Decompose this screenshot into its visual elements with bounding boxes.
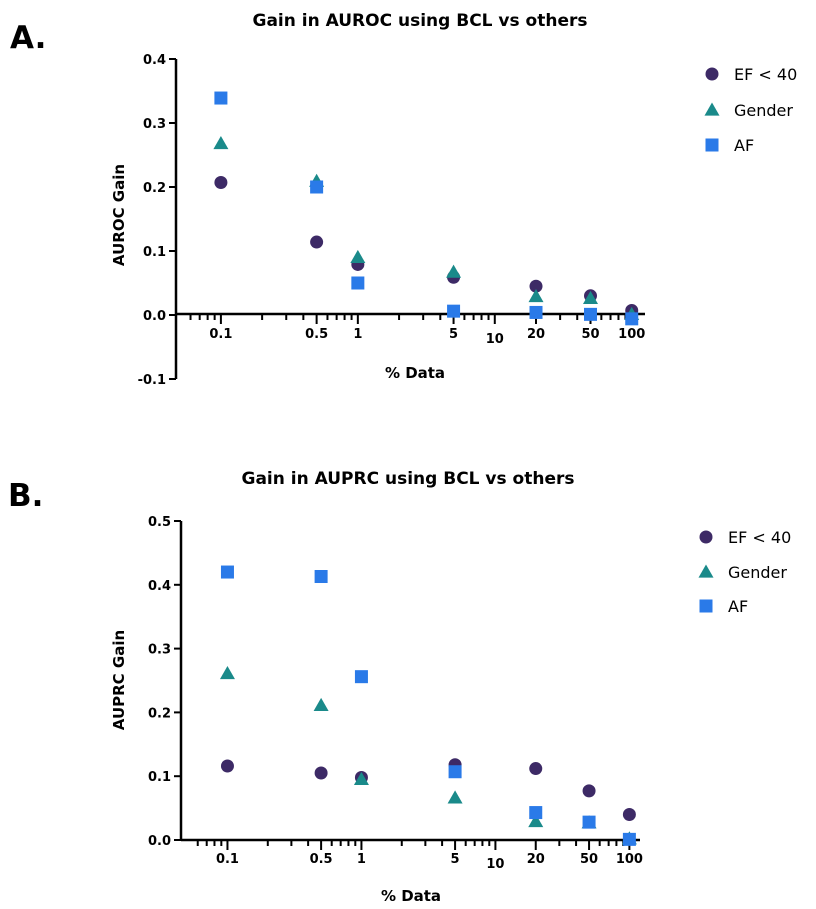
panel-a-point-gender bbox=[583, 290, 599, 304]
panel-a-point-ef-40 bbox=[310, 235, 324, 249]
panel-a-x-axis-label: % Data bbox=[385, 364, 445, 382]
panel-a-x-tick-label: 0.1 bbox=[209, 327, 232, 342]
panel-b-point-af bbox=[354, 670, 368, 684]
panel-b-y-tick-label: 0.2 bbox=[148, 706, 171, 721]
panel-a-y-ticks: -0.1 0.0 0.1 0.2 0.3 0.4 bbox=[138, 53, 176, 388]
panel-a-legend-marker-ef-40 bbox=[705, 67, 719, 81]
panel-b-legend-marker-gender bbox=[698, 564, 714, 578]
panel-a: A. Gain in AUROC using BCL vs others AUR… bbox=[10, 11, 797, 388]
panel-a-point-af bbox=[529, 305, 543, 319]
panel-b-point-gender bbox=[313, 697, 329, 712]
panel-b-y-tick-label: 0.4 bbox=[148, 579, 171, 594]
panel-b-point-ef-40 bbox=[622, 807, 636, 821]
panel-b-point-af bbox=[448, 765, 462, 779]
panel-a-x-tick-label: 20 bbox=[527, 327, 545, 342]
panel-a-point-af bbox=[447, 304, 461, 318]
panel-a-y-tick-label: 0.1 bbox=[143, 245, 166, 260]
panel-a-x-tick-label: 100 bbox=[618, 327, 645, 342]
panel-a-x-tick-label: 0.5 bbox=[305, 327, 328, 342]
panel-a-legend-label-gender: Gender bbox=[734, 101, 793, 120]
panel-a-point-gender bbox=[350, 249, 366, 264]
panel-b-y-ticks: 0.0 0.1 0.2 0.3 0.4 0.5 bbox=[148, 515, 181, 849]
panel-a-legend: EF < 40 Gender AF bbox=[704, 65, 797, 155]
panel-b-y-tick-label: 0.0 bbox=[148, 834, 171, 849]
panel-b-x-axis-label: % Data bbox=[381, 887, 441, 905]
panel-b-x-ticks: 0.1 0.5 1 5 10 20 50 100 bbox=[196, 840, 643, 872]
panel-b-y-axis-label: AUPRC Gain bbox=[110, 630, 128, 730]
panel-b-point-af bbox=[529, 806, 543, 820]
panel-a-point-ef-40 bbox=[529, 279, 543, 293]
panel-a-point-gender bbox=[446, 264, 462, 278]
panel-b-point-gender bbox=[219, 665, 235, 680]
panel-b-x-tick-label: 10 bbox=[486, 857, 504, 872]
panel-a-point-ef-40 bbox=[214, 176, 228, 190]
panel-b: B. Gain in AUPRC using BCL vs others AUP… bbox=[8, 469, 791, 905]
panel-b-axes bbox=[179, 521, 640, 842]
panel-b-legend-marker-af bbox=[699, 599, 713, 613]
panel-a-point-gender bbox=[213, 135, 229, 150]
panel-a-point-gender bbox=[528, 288, 544, 303]
panel-a-y-tick-label: 0.0 bbox=[143, 309, 166, 324]
panel-a-x-tick-label: 5 bbox=[449, 327, 458, 342]
panel-b-label: B. bbox=[8, 478, 43, 514]
panel-a-legend-label-af: AF bbox=[734, 136, 754, 155]
panel-a-y-axis-label: AUROC Gain bbox=[110, 164, 128, 266]
panel-b-point-ef-40 bbox=[529, 762, 543, 776]
panel-a-point-af bbox=[584, 307, 598, 321]
panel-a-axes bbox=[174, 59, 645, 379]
panel-b-point-gender bbox=[528, 813, 544, 828]
panel-a-y-tick-label: 0.3 bbox=[143, 117, 166, 132]
panel-b-y-tick-label: 0.5 bbox=[148, 515, 171, 530]
panel-a-y-tick-label: 0.2 bbox=[143, 181, 166, 196]
panel-a-x-tick-label: 10 bbox=[486, 332, 504, 347]
panel-a-point-af bbox=[310, 180, 324, 194]
panel-a-y-tick-label: -0.1 bbox=[138, 373, 166, 388]
panel-b-x-tick-label: 0.1 bbox=[216, 852, 239, 867]
panel-b-x-tick-label: 1 bbox=[357, 852, 366, 867]
panel-b-point-ef-40 bbox=[582, 784, 596, 798]
panel-b-legend: EF < 40 Gender AF bbox=[698, 528, 791, 616]
panel-b-legend-label-gender: Gender bbox=[728, 563, 787, 582]
panel-b-point-gender bbox=[447, 790, 463, 804]
panel-b-y-tick-label: 0.3 bbox=[148, 643, 171, 658]
panel-b-x-tick-label: 100 bbox=[616, 852, 643, 867]
panel-a-legend-marker-af bbox=[705, 138, 719, 152]
panel-a-point-af bbox=[214, 91, 228, 105]
panel-b-point-af bbox=[314, 570, 328, 584]
panel-a-x-tick-label: 50 bbox=[581, 327, 599, 342]
panel-b-point-af bbox=[582, 815, 596, 829]
panel-b-x-tick-label: 5 bbox=[451, 852, 460, 867]
panel-a-x-tick-label: 1 bbox=[353, 327, 362, 342]
panel-a-legend-label-ef-40: EF < 40 bbox=[734, 65, 797, 84]
panel-b-legend-label-ef-40: EF < 40 bbox=[728, 528, 791, 547]
panel-b-legend-marker-ef-40 bbox=[699, 530, 713, 544]
panel-b-x-tick-label: 50 bbox=[580, 852, 598, 867]
panel-a-title: Gain in AUROC using BCL vs others bbox=[253, 11, 588, 31]
panel-b-x-tick-label: 20 bbox=[527, 852, 545, 867]
panel-b-legend-label-af: AF bbox=[728, 597, 748, 616]
panel-b-point-af bbox=[622, 832, 636, 846]
panel-a-point-af bbox=[351, 276, 365, 290]
panel-b-point-ef-40 bbox=[314, 766, 328, 780]
panel-a-point-af bbox=[625, 312, 639, 326]
panel-a-x-ticks: 0.1 0.5 1 5 10 20 50 100 bbox=[189, 314, 645, 347]
panel-b-y-tick-label: 0.1 bbox=[148, 770, 171, 785]
panel-b-data-points bbox=[219, 565, 637, 846]
panel-a-legend-marker-gender bbox=[704, 102, 720, 116]
panel-b-title: Gain in AUPRC using BCL vs others bbox=[242, 469, 575, 489]
panel-b-point-ef-40 bbox=[220, 759, 234, 773]
panel-b-point-gender bbox=[353, 771, 369, 786]
panel-a-y-tick-label: 0.4 bbox=[143, 53, 166, 68]
panel-b-point-af bbox=[220, 565, 234, 579]
panel-b-x-tick-label: 0.5 bbox=[310, 852, 333, 867]
panel-a-data-points bbox=[213, 91, 640, 326]
panel-a-label: A. bbox=[10, 20, 46, 56]
